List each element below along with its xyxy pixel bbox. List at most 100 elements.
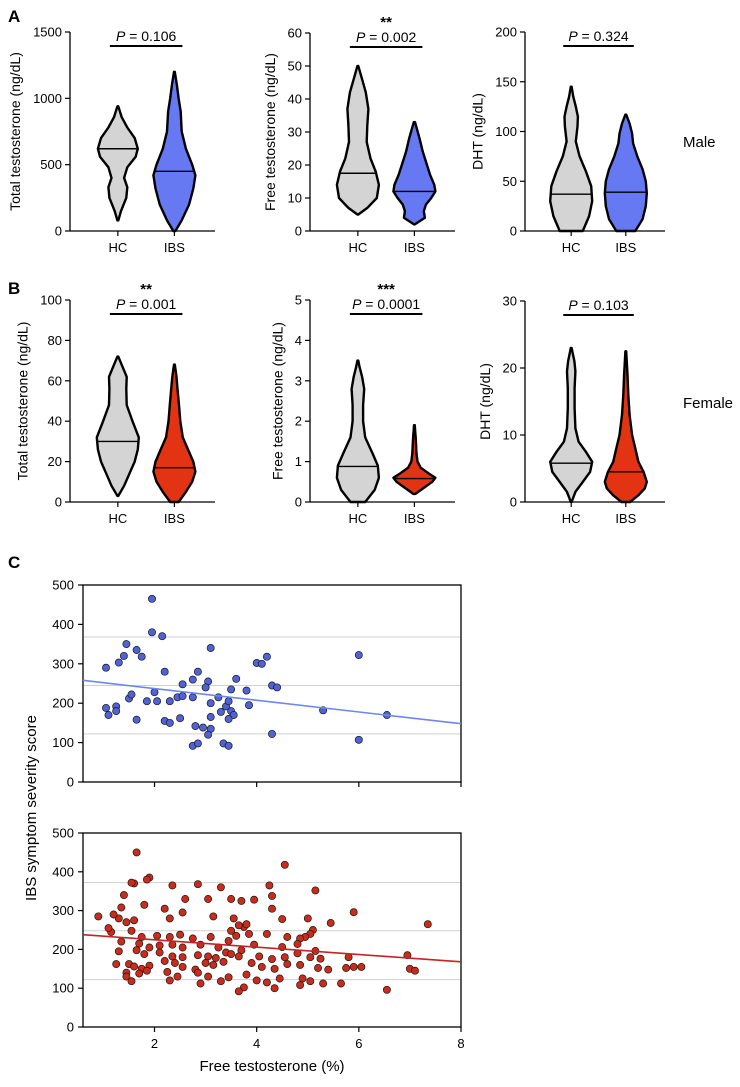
data-point (262, 929, 271, 938)
data-point (165, 933, 174, 941)
data-point (209, 912, 218, 921)
data-point (311, 886, 320, 895)
data-point (178, 943, 187, 952)
data-point (206, 644, 215, 652)
data-point (354, 651, 363, 660)
data-point (135, 939, 144, 948)
y-tick-label: 200 (495, 25, 517, 40)
data-point (165, 976, 174, 985)
y-tick-label: 4 (295, 333, 302, 348)
y-tick-label: 3 (295, 373, 302, 388)
data-point (191, 722, 200, 731)
category-label-hc: HC (562, 240, 581, 255)
y-tick-label: 0 (67, 1020, 74, 1035)
data-point (227, 895, 236, 903)
data-point (119, 891, 128, 900)
data-point (306, 977, 315, 986)
p-value-label: P = 0.001 (116, 296, 177, 312)
violin-chart-b2: 0 1 2 3 4 5 Free testosterone (ng/dL) HC IBS P = … (270, 281, 455, 526)
data-point (227, 950, 236, 959)
data-point (104, 924, 113, 933)
data-point (119, 651, 128, 660)
row-label-male: Male (683, 134, 716, 151)
data-point (319, 979, 328, 988)
data-point (280, 953, 289, 962)
y-tick-label: 2 (295, 414, 302, 429)
y-tick-label: 150 (495, 74, 517, 89)
data-point (178, 953, 187, 962)
x-tick-label: 8 (457, 1036, 464, 1051)
violin-chart-a1: 0 500 1000 1500 Total testosterone (ng/dL) HC… (7, 25, 215, 255)
data-point (135, 969, 144, 978)
regression-line (82, 679, 462, 725)
data-point (163, 967, 172, 976)
y-tick-label: 300 (52, 656, 74, 671)
data-point (158, 632, 167, 641)
row-label-female: Female (683, 395, 733, 412)
p-value-label: P = 0.106 (116, 28, 177, 44)
data-point (127, 926, 136, 935)
data-point (173, 972, 182, 981)
data-point (193, 968, 202, 977)
data-point (257, 659, 266, 668)
violin-hc (549, 346, 594, 504)
data-point (176, 930, 185, 939)
data-point (247, 959, 256, 967)
y-tick-label: 20 (48, 454, 62, 469)
data-point (140, 900, 149, 909)
data-point (204, 972, 213, 981)
data-point (337, 979, 345, 988)
data-point (314, 964, 322, 972)
data-point (188, 675, 197, 684)
category-label-hc: HC (348, 240, 367, 255)
data-point (242, 970, 251, 979)
y-tick-label: 30 (288, 125, 302, 140)
data-point (403, 951, 412, 960)
violin-ibs (392, 424, 437, 496)
data-point (245, 701, 253, 710)
violin-ibs (392, 120, 437, 226)
data-point (188, 934, 197, 943)
data-point (280, 860, 289, 869)
data-point (216, 883, 225, 892)
data-point (142, 875, 151, 884)
y-tick-label: 200 (52, 942, 74, 957)
data-point (142, 697, 151, 706)
data-point (232, 931, 241, 940)
data-point (224, 936, 233, 945)
data-point (145, 943, 154, 952)
data-point (102, 663, 110, 672)
y-tick-label: 300 (52, 903, 74, 918)
data-point (176, 714, 185, 723)
data-point (204, 895, 213, 903)
y-axis-label: Free testosterone (ng/dL) (262, 53, 278, 211)
data-point (229, 711, 238, 719)
y-tick-label: 1 (295, 454, 302, 469)
violin-ibs (603, 113, 648, 233)
data-point (206, 699, 215, 708)
data-point (270, 984, 279, 993)
y-tick-label: 5 (295, 293, 302, 308)
y-tick-label: 80 (48, 333, 62, 348)
data-point (127, 977, 136, 986)
y-axis-label: Total testosterone (ng/dL) (15, 322, 31, 481)
x-tick-label: 4 (253, 1036, 260, 1051)
data-point (232, 674, 241, 683)
y-axis-label: DHT (ng/dL) (477, 363, 493, 440)
scatter-chart-c_male: 0 100 200 300 400 500 (52, 578, 462, 790)
data-point (224, 741, 233, 750)
data-point (242, 920, 251, 929)
data-point (178, 680, 187, 689)
violin-hc (95, 355, 140, 498)
y-tick-label: 400 (52, 864, 74, 879)
data-point (206, 713, 215, 721)
scatter-chart-c_female: 0 100 200 300 400 500 2 4 6 8 Free testosterone (%… (23, 715, 465, 1075)
category-label-ibs: IBS (615, 240, 636, 255)
data-point (140, 950, 149, 959)
y-tick-label: 1500 (33, 25, 62, 40)
p-value-label: P = 0.002 (356, 29, 417, 45)
x-tick-label: 2 (151, 1036, 158, 1051)
category-label-hc: HC (348, 511, 367, 526)
data-point (130, 916, 139, 925)
scatter-plots: 0 100 200 300 400 500 0 100 200 300 400 500 2 4 6 8 Free… (23, 578, 465, 1076)
